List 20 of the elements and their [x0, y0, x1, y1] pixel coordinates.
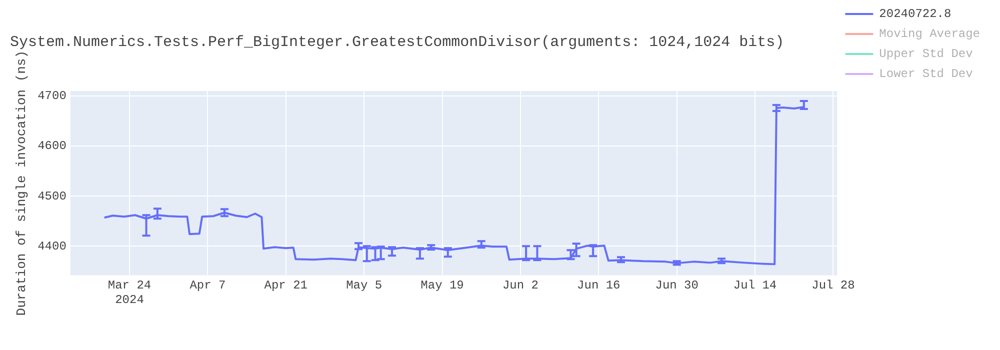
y-tick-label: 4700 — [38, 89, 66, 104]
x-tick-label: Jun 16 — [577, 278, 620, 293]
legend-label: Lower Std Dev — [879, 67, 973, 82]
x-tick-label: May 19 — [420, 278, 464, 293]
legend-label: Upper Std Dev — [879, 47, 973, 62]
x-tick-label: Jul 14 — [733, 278, 777, 293]
x-tick-label: Jun 30 — [655, 278, 698, 293]
legend-label: Moving Average — [879, 27, 980, 42]
x-tick-label: Jul 28 — [812, 278, 855, 293]
x-tick-label: Jun 2 — [502, 278, 538, 293]
x-tick-label: Apr 21 — [264, 278, 308, 293]
chart-title: System.Numerics.Tests.Perf_BigInteger.GreatestCommonDivisor(arguments: 1024,1024 bits) — [10, 34, 784, 51]
x-tick-label: Apr 7 — [190, 278, 226, 293]
x-tick-label: May 5 — [346, 278, 382, 293]
y-tick-label: 4400 — [38, 239, 66, 254]
y-axis-title: Duration of single invocation (ns) — [14, 50, 30, 316]
y-tick-label: 4500 — [38, 189, 66, 204]
x-tick-label: Mar 24 2024 — [108, 278, 152, 307]
legend-label: 20240722.8 — [879, 7, 952, 22]
y-tick-label: 4600 — [38, 139, 66, 154]
